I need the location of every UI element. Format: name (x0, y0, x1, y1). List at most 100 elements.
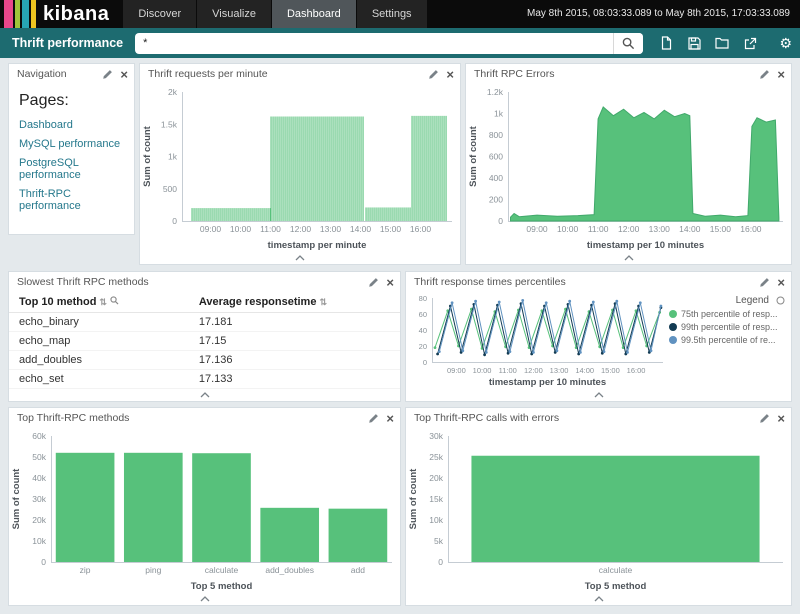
edit-panel-button[interactable] (368, 413, 379, 424)
column-header-method[interactable]: Top 10 method ⇅ (9, 292, 189, 313)
query-input[interactable] (135, 32, 614, 54)
table-row: echo_binary 17.181 (9, 312, 400, 332)
panel-title: Thrift requests per minute (148, 68, 268, 80)
remove-panel-button[interactable]: × (777, 66, 785, 82)
chevron-up-icon (594, 595, 603, 601)
svg-text:16:00: 16:00 (627, 366, 646, 375)
svg-text:1k: 1k (168, 152, 178, 162)
svg-text:20k: 20k (429, 473, 443, 483)
remove-panel-button[interactable]: × (386, 274, 394, 290)
svg-text:11:00: 11:00 (499, 366, 517, 375)
svg-text:14:00: 14:00 (350, 224, 372, 234)
chevron-up-icon (200, 595, 209, 601)
svg-text:0: 0 (498, 216, 503, 226)
save-icon (688, 36, 701, 50)
pencil-icon (760, 69, 770, 79)
svg-text:16:00: 16:00 (740, 224, 762, 234)
collapse-button[interactable] (9, 388, 400, 401)
remove-panel-button[interactable]: × (777, 274, 785, 290)
edit-panel-button[interactable] (368, 277, 379, 288)
legend-item[interactable]: 75th percentile of resp... (669, 309, 785, 319)
nav-tab-dashboard[interactable]: Dashboard (271, 0, 357, 28)
svg-text:calculate: calculate (599, 565, 633, 575)
svg-text:timestamp per 10 minutes: timestamp per 10 minutes (489, 377, 606, 388)
svg-text:40k: 40k (32, 473, 46, 483)
collapse-button[interactable] (140, 251, 460, 264)
svg-text:12:00: 12:00 (524, 366, 543, 375)
nav-tab-discover[interactable]: Discover (123, 0, 198, 28)
cell-method: echo_set (9, 369, 189, 389)
edit-panel-button[interactable] (759, 277, 770, 288)
settings-button[interactable]: ⚙ (779, 36, 792, 50)
remove-panel-button[interactable]: × (446, 66, 454, 82)
svg-text:5k: 5k (434, 536, 444, 546)
legend-title: Legend (735, 295, 769, 306)
edit-panel-button[interactable] (759, 413, 770, 424)
svg-text:add_doubles: add_doubles (265, 565, 314, 575)
remove-panel-button[interactable]: × (777, 410, 785, 426)
top-methods-bar-chart: 0 10k 20k 30k 40k 50k 60k Sum of count Top 5 met… (9, 428, 400, 592)
load-dashboard-button[interactable] (711, 32, 733, 54)
panel-slowest-methods: Slowest Thrift RPC methods × Top 10 meth… (8, 271, 401, 402)
nav-tab-settings[interactable]: Settings (356, 0, 428, 28)
legend-color-dot (669, 323, 677, 331)
svg-text:80: 80 (419, 294, 427, 303)
panel-response-percentiles: Thrift response times percentiles × 0 20 4… (405, 271, 792, 402)
nav-tab-visualize[interactable]: Visualize (197, 0, 272, 28)
nav-link-postgresql[interactable]: PostgreSQL performance (19, 157, 81, 181)
logo-bar-green (15, 0, 20, 28)
legend-item[interactable]: 99th percentile of resp... (669, 322, 785, 332)
panel-title: Navigation (17, 68, 67, 80)
svg-text:13:00: 13:00 (320, 224, 342, 234)
legend-toggle-button[interactable] (776, 296, 785, 305)
top-errors-bar-chart: 0 5k 10k 15k 20k 25k 30k Sum of count Top 5 meth… (406, 428, 791, 592)
column-label: Average responsetime (198, 296, 317, 308)
errors-area-chart: 0 200 400 600 800 1k 1.2k Sum of count timestamp… (466, 84, 791, 251)
svg-text:30k: 30k (429, 431, 443, 441)
new-dashboard-button[interactable] (655, 32, 677, 54)
time-range[interactable]: May 8th 2015, 08:03:33.089 to May 8th 20… (527, 8, 790, 19)
sort-icon: ⇅ (319, 297, 327, 307)
svg-text:600: 600 (489, 152, 503, 162)
svg-text:calculate: calculate (205, 565, 239, 575)
collapse-button[interactable] (406, 592, 791, 605)
svg-text:10k: 10k (429, 515, 443, 525)
edit-panel-button[interactable] (759, 69, 770, 80)
svg-text:11:00: 11:00 (260, 224, 281, 234)
search-button[interactable] (613, 32, 644, 54)
collapse-button[interactable] (406, 388, 791, 401)
edit-panel-button[interactable] (428, 69, 439, 80)
sort-icon: ⇅ (99, 297, 107, 307)
remove-panel-button[interactable]: × (120, 66, 128, 82)
legend-item[interactable]: 99.5th percentile of re... (669, 335, 785, 345)
pencil-icon (369, 277, 379, 287)
edit-panel-button[interactable] (102, 69, 113, 80)
kibana-logo-bars-icon (4, 0, 38, 28)
table-row: echo_set 17.133 (9, 369, 400, 389)
save-dashboard-button[interactable] (683, 32, 705, 54)
svg-text:1.2k: 1.2k (487, 87, 504, 97)
svg-text:12:00: 12:00 (618, 224, 640, 234)
column-label: Top 10 method (19, 296, 97, 308)
svg-text:10:00: 10:00 (557, 224, 579, 234)
chevron-up-icon (594, 391, 603, 397)
remove-panel-button[interactable]: × (386, 410, 394, 426)
nav-link-dashboard[interactable]: Dashboard (19, 119, 73, 131)
kibana-logo[interactable]: kibana (0, 0, 123, 28)
collapse-button[interactable] (466, 251, 791, 264)
collapse-button[interactable] (9, 592, 400, 605)
nav-link-thrift-rpc[interactable]: Thrift-RPC performance (19, 188, 81, 212)
svg-text:500: 500 (163, 184, 177, 194)
dashboard-grid: Navigation × Pages: Dashboard MySQL perf… (0, 58, 800, 614)
pencil-icon (760, 413, 770, 423)
svg-text:Sum of count: Sum of count (11, 468, 22, 530)
nav-link-mysql[interactable]: MySQL performance (19, 138, 121, 150)
share-dashboard-button[interactable] (739, 32, 761, 54)
legend-color-dot (669, 310, 677, 318)
column-header-responsetime[interactable]: Average responsetime ⇅ (188, 292, 400, 313)
svg-text:2k: 2k (168, 87, 178, 97)
svg-text:25k: 25k (429, 452, 443, 462)
cell-responsetime: 17.133 (188, 369, 400, 389)
pencil-icon (103, 69, 113, 79)
